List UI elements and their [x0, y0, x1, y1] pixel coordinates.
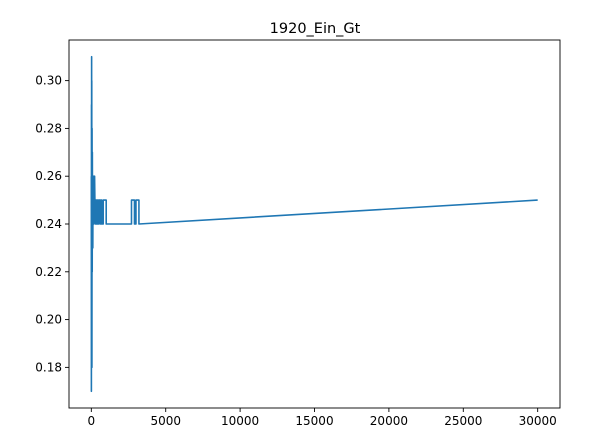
- series-line-0: [90, 55, 538, 393]
- y-tick-label: 0.18: [35, 360, 62, 374]
- y-tick-label: 0.28: [35, 121, 62, 135]
- y-tick-label: 0.20: [35, 313, 62, 327]
- y-tick-label: 0.22: [35, 265, 62, 279]
- chart-title: 1920_Ein_Gt: [270, 21, 361, 37]
- x-tick-label: 10000: [221, 414, 259, 428]
- x-tick-label: 15000: [295, 414, 333, 428]
- plot-area: [90, 55, 538, 393]
- axes: 0 5000 10000 15000 20000 25000 30000 0.18 0.20 0.…: [35, 39, 561, 428]
- x-tick-label: 30000: [519, 414, 557, 428]
- y-tick-label: 0.26: [35, 169, 62, 183]
- y-tick-label: 0.30: [35, 74, 62, 88]
- y-tick-label: 0.24: [35, 217, 62, 231]
- x-tick-label: 25000: [444, 414, 482, 428]
- x-tick-label: 5000: [150, 414, 181, 428]
- x-tick-label: 20000: [370, 414, 408, 428]
- x-tick-label: 0: [87, 414, 95, 428]
